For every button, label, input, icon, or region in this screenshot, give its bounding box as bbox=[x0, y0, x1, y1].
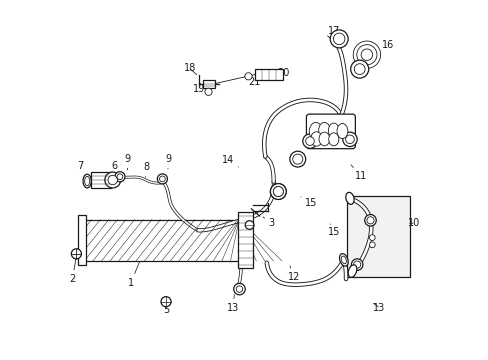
Circle shape bbox=[236, 286, 242, 292]
Circle shape bbox=[329, 30, 347, 48]
Ellipse shape bbox=[345, 192, 353, 204]
Circle shape bbox=[244, 221, 253, 229]
Circle shape bbox=[115, 172, 125, 182]
Text: 13: 13 bbox=[226, 295, 239, 313]
Text: 5: 5 bbox=[163, 304, 169, 315]
Circle shape bbox=[352, 41, 380, 68]
Ellipse shape bbox=[336, 123, 347, 139]
Text: 17: 17 bbox=[327, 26, 339, 40]
Text: 8: 8 bbox=[143, 162, 149, 177]
Circle shape bbox=[273, 186, 283, 197]
Bar bbox=[255, 69, 282, 80]
Ellipse shape bbox=[318, 132, 329, 146]
Ellipse shape bbox=[309, 122, 322, 140]
Text: 17: 17 bbox=[364, 58, 376, 69]
Ellipse shape bbox=[318, 122, 329, 138]
Circle shape bbox=[108, 175, 117, 185]
Bar bbox=[203, 80, 215, 88]
FancyBboxPatch shape bbox=[306, 114, 355, 149]
Circle shape bbox=[204, 88, 212, 95]
Circle shape bbox=[364, 215, 375, 226]
Circle shape bbox=[161, 297, 171, 307]
Circle shape bbox=[157, 174, 167, 184]
Text: 19: 19 bbox=[193, 83, 205, 94]
Ellipse shape bbox=[84, 176, 89, 186]
Text: 20: 20 bbox=[277, 68, 289, 78]
Circle shape bbox=[233, 283, 244, 295]
Text: 6: 6 bbox=[111, 161, 117, 176]
Ellipse shape bbox=[341, 256, 346, 264]
Ellipse shape bbox=[328, 133, 338, 146]
Circle shape bbox=[159, 176, 165, 182]
Text: 21: 21 bbox=[248, 77, 260, 87]
Text: 3: 3 bbox=[263, 217, 274, 228]
Circle shape bbox=[368, 242, 374, 248]
Circle shape bbox=[366, 217, 373, 224]
Circle shape bbox=[71, 249, 81, 259]
Text: 4: 4 bbox=[240, 227, 249, 237]
Text: 9: 9 bbox=[124, 154, 130, 170]
Circle shape bbox=[289, 151, 305, 167]
Circle shape bbox=[350, 60, 368, 78]
Bar bbox=[91, 172, 110, 188]
Circle shape bbox=[353, 261, 360, 268]
Text: 16: 16 bbox=[377, 40, 394, 52]
Circle shape bbox=[333, 33, 344, 45]
Text: 14: 14 bbox=[222, 155, 238, 167]
Text: 7: 7 bbox=[77, 161, 85, 177]
Circle shape bbox=[354, 64, 365, 75]
Circle shape bbox=[244, 73, 251, 80]
Ellipse shape bbox=[328, 123, 339, 138]
Circle shape bbox=[273, 186, 283, 197]
Circle shape bbox=[351, 259, 362, 270]
Circle shape bbox=[305, 137, 314, 145]
Bar bbox=[237, 212, 252, 268]
Ellipse shape bbox=[83, 174, 91, 188]
Circle shape bbox=[345, 135, 354, 144]
Ellipse shape bbox=[339, 254, 347, 266]
Text: 11: 11 bbox=[350, 165, 367, 181]
Circle shape bbox=[104, 172, 121, 188]
Circle shape bbox=[117, 174, 122, 180]
Text: 13: 13 bbox=[373, 303, 385, 313]
Circle shape bbox=[270, 184, 285, 199]
Text: 10: 10 bbox=[407, 218, 420, 228]
Ellipse shape bbox=[347, 265, 356, 277]
Text: 9: 9 bbox=[165, 154, 172, 169]
Text: 12: 12 bbox=[287, 266, 300, 282]
Circle shape bbox=[342, 132, 356, 147]
Circle shape bbox=[302, 134, 317, 148]
Bar bbox=[78, 215, 86, 265]
Circle shape bbox=[356, 45, 376, 65]
Circle shape bbox=[368, 235, 374, 240]
Circle shape bbox=[270, 184, 285, 199]
Bar bbox=[346, 196, 409, 277]
Bar bbox=[84, 220, 239, 261]
Circle shape bbox=[361, 49, 372, 60]
Text: 15: 15 bbox=[300, 197, 317, 208]
Text: 15: 15 bbox=[327, 224, 339, 237]
Circle shape bbox=[292, 154, 302, 164]
Text: 1: 1 bbox=[128, 262, 139, 288]
Text: 2: 2 bbox=[69, 255, 76, 284]
Ellipse shape bbox=[310, 132, 322, 146]
Text: 18: 18 bbox=[183, 63, 196, 75]
